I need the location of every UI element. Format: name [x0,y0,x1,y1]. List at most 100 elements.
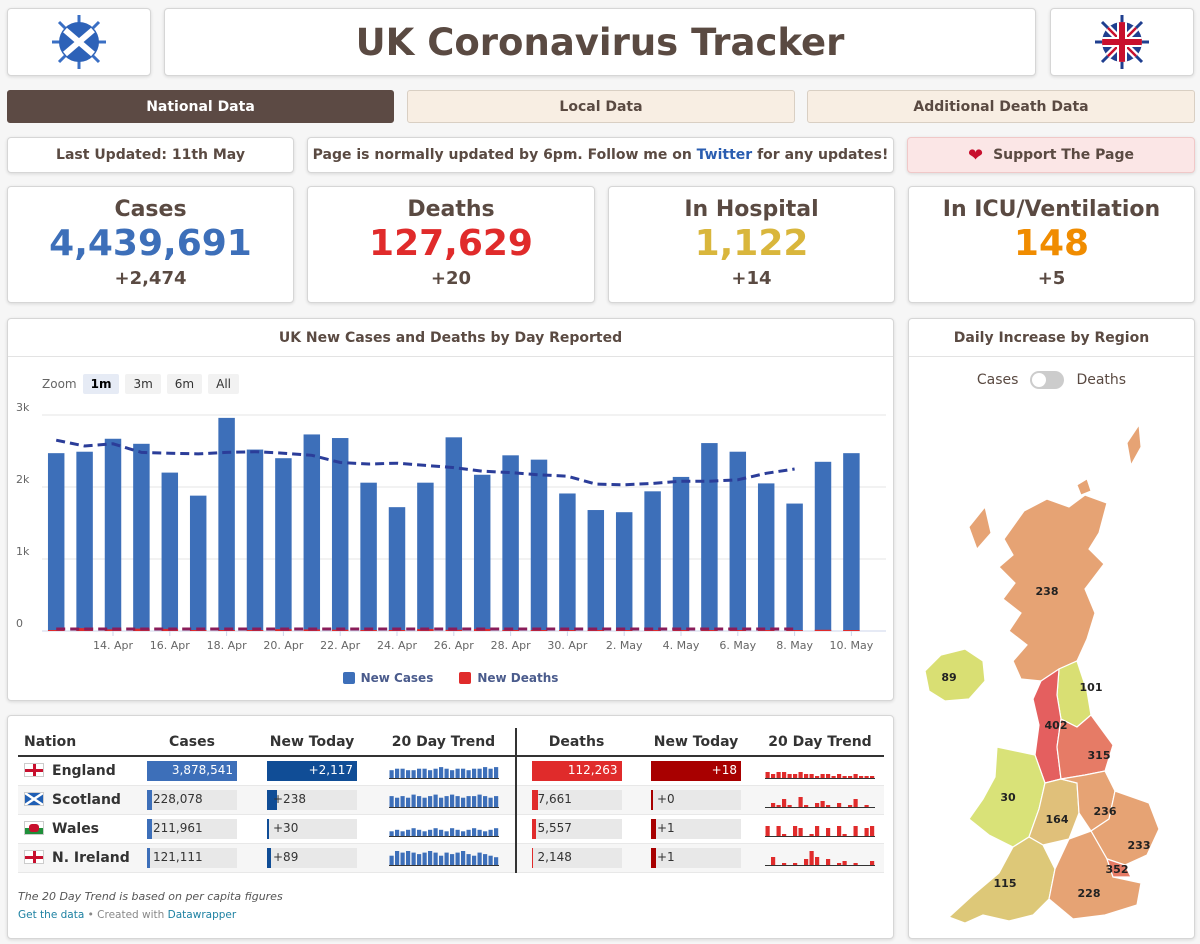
new-cases-bar[interactable] [246,449,264,631]
new-cases-bar[interactable] [587,510,605,631]
table-row: Scotland 228,078 +238 7,661 +0 [18,785,884,815]
new-deaths-bar[interactable] [786,630,803,631]
case-trend-sparkline [388,794,499,808]
trend-bar [826,827,831,836]
support-button[interactable]: ❤ Support The Page [907,137,1195,173]
left-logo [7,8,151,76]
new-cases-bar[interactable] [161,472,179,631]
y-tick-label: 1k [16,545,30,558]
legend-item-new-deaths[interactable]: New Deaths [459,671,558,685]
trend-bar [837,825,842,836]
new-deaths-bar[interactable] [701,630,718,631]
new-cases-bar[interactable] [47,453,65,631]
zoom-1m-button[interactable]: 1m [82,374,120,394]
trend-bar [493,795,498,807]
datawrapper-link[interactable]: Datawrapper [167,909,237,921]
new-cases-bar[interactable] [218,417,235,631]
new-cases-bar[interactable] [360,482,377,631]
new-cases-bar[interactable] [559,493,576,631]
new-cases-bar[interactable] [76,451,93,631]
zoom-3m-button[interactable]: 3m [125,374,161,394]
tab-additional-death-data[interactable]: Additional Death Data [807,90,1195,123]
new-deaths-bar[interactable] [814,629,832,631]
new-cases-bar[interactable] [189,495,207,631]
twitter-link[interactable]: Twitter [696,147,753,163]
region-london[interactable] [1106,858,1132,878]
new-cases-bar[interactable] [530,459,548,631]
update-notice-pre: Page is normally updated by 6pm. Follow … [312,147,697,163]
new-cases-bar[interactable] [303,434,321,631]
tab-national-data[interactable]: National Data [7,90,394,123]
bar-value: 3,878,541 [171,762,233,777]
case-trend-cell [372,785,517,815]
bar-fill [147,789,153,810]
trend-bar [405,829,410,836]
zoom-controls: Zoom 1m 3m 6m All [42,374,239,394]
last-updated-text: Last Updated: 11th May [56,147,245,163]
new-cases-bar[interactable] [786,503,803,631]
new-cases-bar[interactable] [388,507,406,631]
new-deaths-bar[interactable] [757,630,775,631]
trend-bar [471,855,476,865]
tab-local-data[interactable]: Local Data [407,90,795,123]
virus-saltire-icon [52,15,106,69]
new-cases-bar[interactable] [417,482,434,631]
new-cases-bar[interactable] [672,476,690,631]
new-cases-bar[interactable] [104,438,122,631]
toggle-switch[interactable] [1030,371,1065,389]
new-cases-bar[interactable] [701,443,718,631]
new-cases-cell: +238 [252,785,372,815]
zoom-6m-button[interactable]: 6m [166,374,203,394]
trend-bar [798,771,803,778]
new-deaths-bar[interactable] [843,630,860,631]
trend-bar [771,856,776,865]
new-cases-bar[interactable] [445,437,463,631]
col-deaths: Deaths [516,728,636,757]
trend-bar [422,830,427,836]
trend-bar [400,768,405,778]
legend-item-new-cases[interactable]: New Cases [342,671,433,685]
region-south-east[interactable] [1048,830,1142,920]
new-cases-bar[interactable] [729,451,747,631]
nation-cell: England [18,756,132,786]
region-northern-ireland[interactable] [924,648,986,702]
source-mid: • Created with [84,909,168,921]
bar-value: +1 [657,849,675,864]
region-value-south-west: 115 [994,877,1017,890]
death-trend-cell [756,785,884,815]
get-data-link[interactable]: Get the data [18,909,85,921]
case-trend-cell [372,814,517,844]
trend-bar [422,768,427,778]
trend-bar [776,771,781,778]
new-cases-bar[interactable] [473,474,491,631]
stat-in-hospital: In Hospital 1,122 +14 [608,186,895,303]
new-cases-bar[interactable] [615,512,633,631]
new-cases-bar[interactable] [757,483,775,631]
stat-value: 148 [1013,223,1090,264]
trend-bar [471,768,476,778]
region-value-north-east: 101 [1080,681,1103,694]
new-cases-bar[interactable] [814,461,832,631]
new-cases-bar[interactable] [843,453,860,631]
chart-panel-title: UK New Cases and Deaths by Day Reported [8,319,893,357]
new-deaths-cell: +0 [636,785,756,815]
new-cases-bar[interactable] [133,443,150,631]
trend-bar [820,773,825,778]
toggle-deaths-label[interactable]: Deaths [1076,372,1127,388]
zoom-all-button[interactable]: All [208,374,239,394]
region-north-east[interactable] [1056,660,1092,728]
death-trend-sparkline [765,796,875,808]
trend-bar [488,797,493,807]
trend-bar [864,827,869,836]
cases-cell: 228,078 [132,785,252,815]
new-cases-bar[interactable] [502,455,519,631]
bar-value: 7,661 [537,791,572,806]
new-cases-bar[interactable] [275,458,292,631]
new-deaths-bar[interactable] [729,630,747,631]
trend-bar [776,825,781,836]
cases-deaths-chart-panel: UK New Cases and Deaths by Day Reported … [7,318,894,701]
new-cases-bar[interactable] [644,491,661,631]
new-cases-bar[interactable] [331,438,349,631]
orkney-shape [1076,478,1092,496]
toggle-cases-label[interactable]: Cases [976,372,1019,388]
